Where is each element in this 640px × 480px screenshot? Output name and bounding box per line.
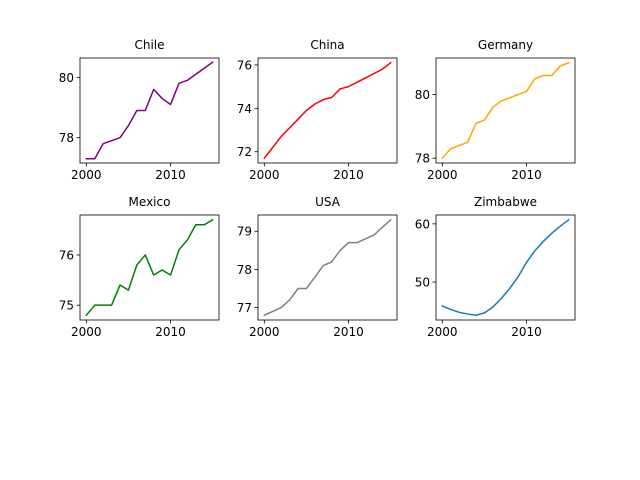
x-tick-label: 2010 (333, 325, 364, 339)
axes-frame (79, 57, 220, 164)
axes-frame (257, 214, 398, 321)
axes-frame (435, 214, 576, 321)
subplot-usa: 2000 2010 77 78 79 USA (237, 195, 398, 339)
x-tick-label: 2010 (155, 168, 186, 182)
subplot-title: Chile (134, 38, 164, 52)
x-tick-label: 2000 (249, 325, 280, 339)
subplot-mexico: 2000 2010 75 76 Mexico (59, 195, 220, 339)
x-tick-label: 2000 (427, 325, 458, 339)
y-tick-label: 74 (237, 102, 252, 116)
x-tick-label: 2010 (511, 325, 542, 339)
y-tick-label: 79 (237, 225, 252, 239)
axes-frame (435, 57, 576, 164)
y-tick-label: 80 (415, 88, 430, 102)
series-line-china (263, 61, 392, 160)
series-line-usa (263, 218, 392, 317)
subplot-title: USA (315, 195, 341, 209)
axes-frame (257, 57, 398, 164)
x-tick-label: 2010 (333, 168, 364, 182)
series-line-chile (85, 61, 214, 160)
y-tick-label: 78 (59, 131, 74, 145)
subplot-germany: 2000 2010 78 80 Germany (415, 38, 576, 182)
y-tick-label: 72 (237, 145, 252, 159)
subplot-title: China (310, 38, 344, 52)
y-tick-label: 75 (59, 299, 74, 313)
x-tick-label: 2000 (71, 168, 102, 182)
subplot-title: Mexico (129, 195, 171, 209)
y-tick-label: 80 (59, 71, 74, 85)
subplot-title: Germany (478, 38, 533, 52)
x-tick-label: 2010 (155, 325, 186, 339)
series-line-zimbabwe (441, 218, 570, 316)
y-tick-label: 60 (415, 217, 430, 231)
x-tick-label: 2000 (427, 168, 458, 182)
axes-frame (79, 214, 220, 321)
y-tick-label: 50 (415, 276, 430, 290)
subplot-chile: 2000 2010 78 80 Chile (59, 38, 220, 182)
y-tick-label: 77 (237, 301, 252, 315)
subplot-title: Zimbabwe (474, 195, 537, 209)
series-line-mexico (85, 218, 214, 317)
y-tick-label: 76 (237, 58, 252, 72)
y-tick-label: 76 (59, 248, 74, 262)
x-tick-label: 2000 (71, 325, 102, 339)
subplot-china: 2000 2010 72 74 76 China (237, 38, 398, 182)
series-line-germany (441, 61, 570, 160)
y-tick-label: 78 (415, 152, 430, 166)
x-tick-label: 2010 (511, 168, 542, 182)
y-tick-label: 78 (237, 263, 252, 277)
subplot-zimbabwe: 2000 2010 50 60 Zimbabwe (415, 195, 576, 339)
x-tick-label: 2000 (249, 168, 280, 182)
